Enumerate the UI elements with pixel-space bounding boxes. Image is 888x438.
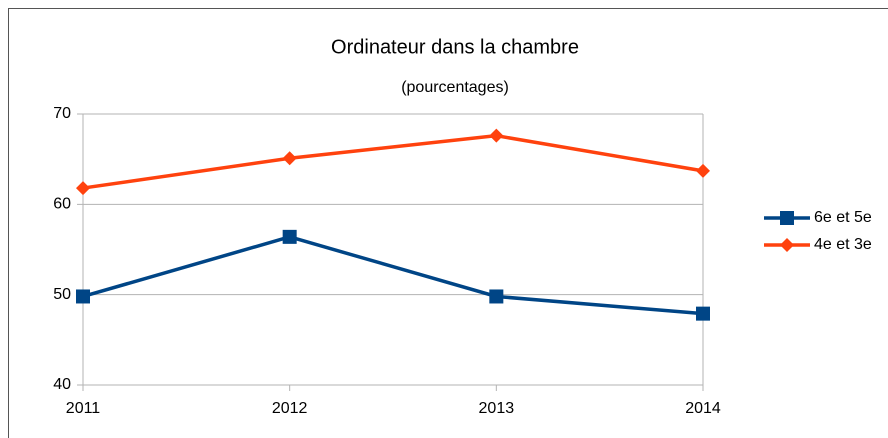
legend-label: 6e et 5e bbox=[814, 209, 872, 226]
data-point bbox=[76, 289, 90, 304]
data-point bbox=[489, 289, 504, 304]
data-point bbox=[696, 163, 710, 178]
legend-marker bbox=[780, 211, 794, 225]
chart-frame bbox=[8, 8, 888, 438]
y-tick-label: 50 bbox=[53, 286, 71, 303]
data-point bbox=[489, 128, 504, 143]
data-point bbox=[696, 306, 710, 321]
x-tick-label: 2012 bbox=[272, 400, 308, 417]
y-tick-label: 60 bbox=[53, 196, 71, 213]
data-point bbox=[76, 181, 90, 196]
legend-label: 4e et 3e bbox=[814, 236, 872, 253]
y-tick-label: 70 bbox=[53, 105, 71, 122]
chart-title: Ordinateur dans la chambre bbox=[331, 36, 579, 58]
chart-subtitle: (pourcentages) bbox=[401, 79, 509, 96]
legend-marker bbox=[780, 238, 794, 252]
series-line bbox=[82, 133, 704, 190]
y-tick-label: 40 bbox=[53, 376, 71, 393]
data-point bbox=[282, 229, 297, 244]
x-tick-label: 2014 bbox=[685, 400, 721, 417]
x-tick-label: 2011 bbox=[66, 400, 101, 417]
series-line bbox=[82, 235, 704, 316]
x-tick-label: 2013 bbox=[479, 400, 515, 417]
data-point bbox=[282, 151, 297, 166]
